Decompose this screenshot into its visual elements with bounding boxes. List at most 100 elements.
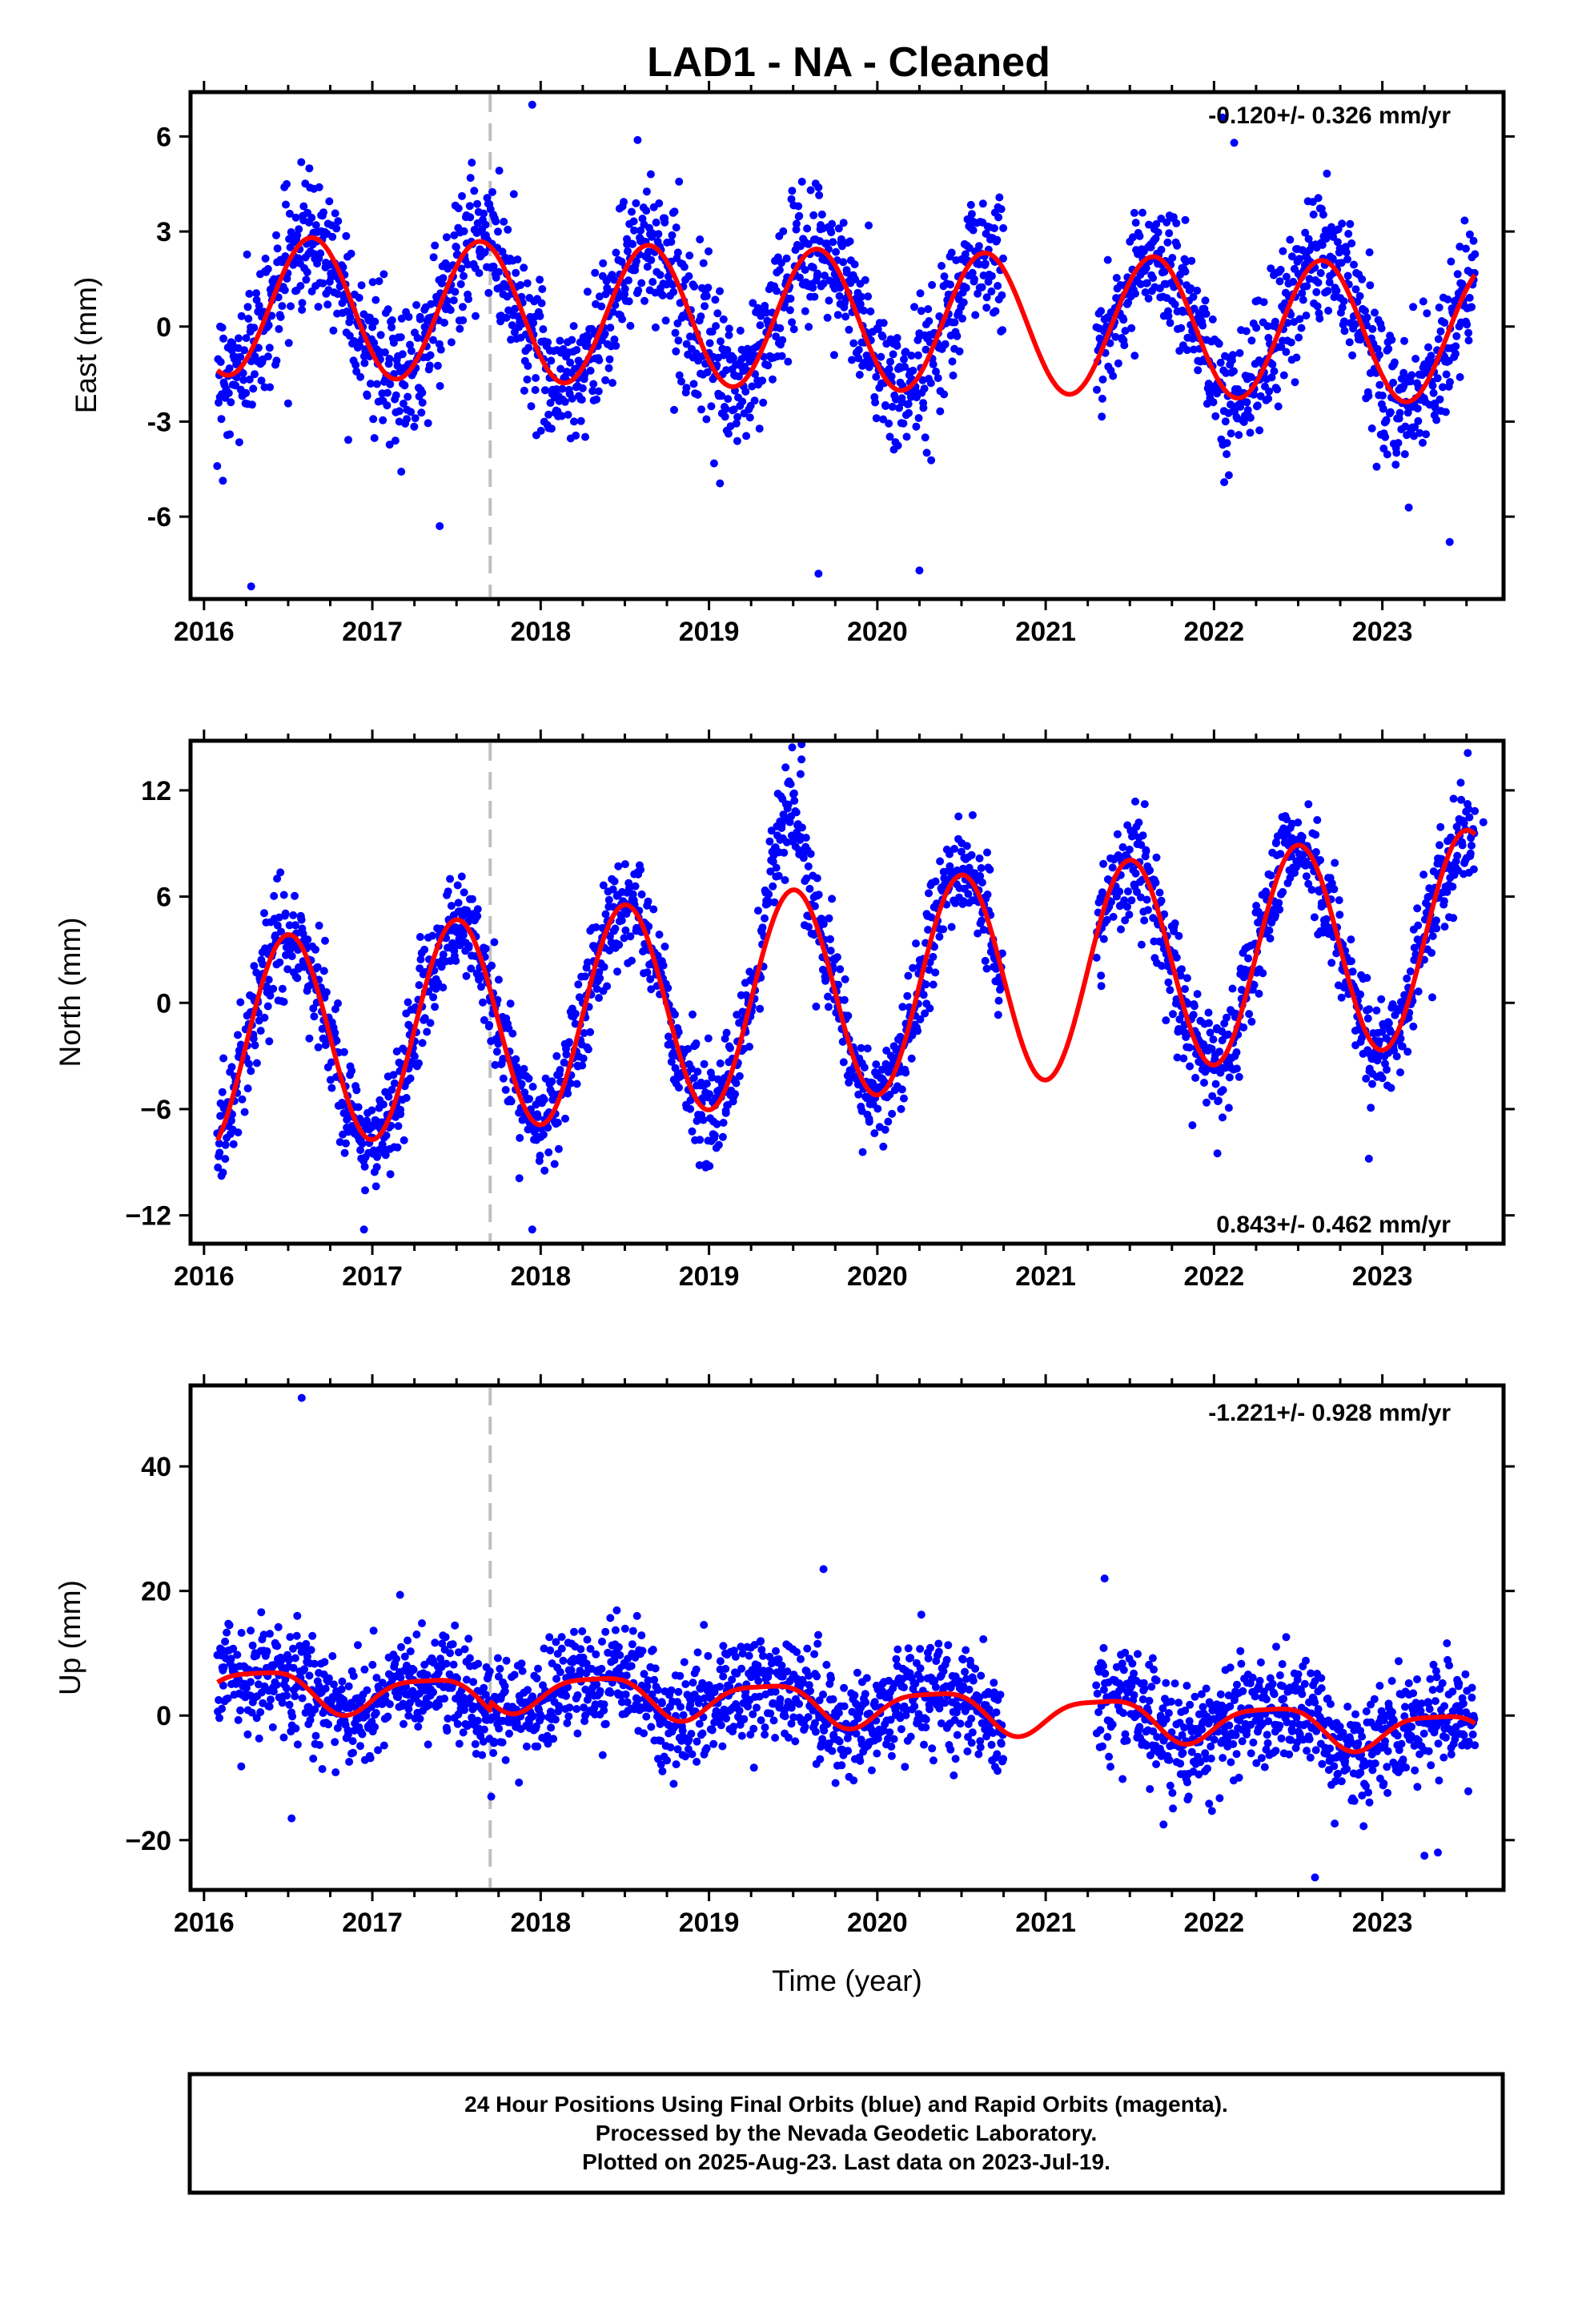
- data-point: [239, 369, 247, 377]
- data-point: [825, 296, 833, 305]
- data-point: [1172, 219, 1181, 227]
- data-point: [608, 308, 617, 316]
- data-point: [376, 331, 385, 340]
- data-point: [356, 372, 365, 381]
- data-point: [1428, 381, 1437, 390]
- data-point: [600, 963, 608, 971]
- data-point: [339, 1695, 348, 1704]
- data-point: [1120, 341, 1129, 350]
- data-point: [236, 352, 245, 361]
- data-point: [447, 902, 456, 911]
- data-point: [345, 332, 354, 340]
- data-point: [485, 1020, 494, 1029]
- data-point: [781, 876, 789, 884]
- data-point: [1190, 1002, 1199, 1011]
- data-point: [841, 312, 850, 321]
- data-point: [257, 376, 266, 385]
- data-point: [762, 308, 771, 317]
- data-point: [507, 1097, 516, 1106]
- data-point: [235, 334, 243, 343]
- data-point: [1432, 924, 1441, 933]
- data-point: [319, 967, 328, 975]
- data-point: [1458, 841, 1467, 850]
- figure-title: LAD1 - NA - Cleaned: [647, 39, 1050, 86]
- data-point: [218, 324, 227, 332]
- data-point: [579, 1054, 588, 1063]
- data-point: [723, 346, 732, 354]
- data-point: [251, 1041, 259, 1050]
- data-point: [1311, 848, 1320, 856]
- data-point: [893, 441, 902, 450]
- data-point: [704, 1034, 713, 1043]
- data-point: [845, 237, 854, 246]
- outlier-point: [528, 100, 536, 109]
- data-point: [242, 388, 251, 397]
- data-point: [881, 1125, 889, 1134]
- data-point: [779, 227, 788, 235]
- data-point: [424, 419, 432, 428]
- data-point: [642, 187, 651, 196]
- data-point: [1414, 987, 1423, 996]
- data-point: [1201, 296, 1210, 305]
- data-point: [1435, 841, 1443, 850]
- data-point: [218, 1704, 227, 1713]
- data-point: [599, 259, 608, 267]
- data-point: [410, 1052, 419, 1061]
- data-point: [226, 430, 235, 439]
- data-point: [1392, 448, 1401, 457]
- data-point: [366, 380, 375, 388]
- data-point: [248, 1641, 257, 1650]
- data-point: [231, 381, 240, 390]
- data-point: [429, 1688, 438, 1697]
- data-point: [1157, 896, 1166, 905]
- data-point: [547, 424, 556, 433]
- data-point: [328, 232, 337, 241]
- data-point: [504, 225, 512, 234]
- data-point: [413, 334, 422, 342]
- data-point: [1188, 1121, 1197, 1130]
- data-point: [792, 808, 801, 817]
- data-point: [227, 1063, 236, 1072]
- data-point: [1335, 896, 1343, 905]
- data-point: [287, 302, 295, 311]
- up-panel: 2016 2017 2018 2019 2020 2021 2022 202340200−20…: [54, 1374, 1515, 1997]
- data-point: [1419, 297, 1427, 306]
- data-point: [1302, 312, 1311, 320]
- data-point: [234, 1128, 243, 1137]
- data-point: [597, 302, 606, 311]
- data-point: [328, 1652, 337, 1660]
- data-point: [578, 1061, 587, 1070]
- data-point: [386, 380, 395, 388]
- data-point: [431, 1638, 440, 1647]
- data-point: [1403, 974, 1411, 983]
- data-point: [658, 291, 667, 300]
- data-point: [1103, 255, 1112, 264]
- data-point: [821, 271, 829, 280]
- data-point: [1169, 213, 1178, 222]
- data-point: [501, 1086, 510, 1094]
- data-point: [1452, 332, 1461, 340]
- data-point: [442, 233, 451, 242]
- data-point: [460, 1645, 469, 1654]
- data-point: [407, 408, 416, 416]
- data-point: [692, 1039, 701, 1047]
- data-point: [417, 408, 426, 417]
- data-point: [219, 334, 227, 343]
- data-point: [527, 402, 536, 411]
- data-point: [1152, 853, 1161, 862]
- data-point: [975, 854, 984, 862]
- data-point: [1274, 402, 1283, 411]
- data-point: [1131, 869, 1140, 878]
- data-point: [234, 1031, 242, 1039]
- outlier-point: [528, 1225, 536, 1234]
- data-point: [1387, 336, 1396, 344]
- data-point: [1419, 870, 1428, 879]
- data-point: [316, 249, 325, 258]
- data-point: [1406, 967, 1415, 975]
- data-point: [929, 952, 938, 961]
- data-point: [721, 412, 729, 421]
- data-point: [604, 895, 613, 904]
- data-point: [544, 1148, 553, 1156]
- data-point: [913, 1027, 922, 1035]
- data-point: [412, 1630, 421, 1638]
